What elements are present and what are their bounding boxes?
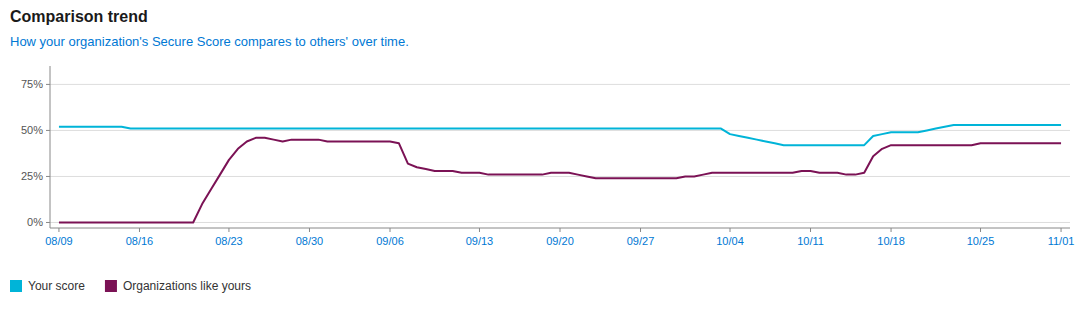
y-tick-label: 75% — [21, 78, 43, 90]
title: Comparison trend — [10, 8, 148, 25]
series-line — [59, 125, 1061, 145]
y-tick — [46, 176, 50, 177]
x-tick — [1061, 228, 1062, 232]
x-tick — [891, 228, 892, 232]
x-tick-label: 11/01 — [1048, 235, 1075, 247]
legend: Your score Organizations like yours — [10, 279, 251, 293]
x-tick-label: 08/23 — [215, 235, 243, 247]
y-tick — [46, 130, 50, 131]
x-tick-label: 08/09 — [45, 235, 73, 247]
series-group — [59, 125, 1061, 223]
x-tick-label: 09/27 — [627, 235, 655, 247]
x-tick-label: 10/25 — [967, 235, 995, 247]
y-tick-label: 50% — [21, 124, 43, 136]
x-tick — [58, 228, 59, 232]
legend-label: Your score — [28, 279, 85, 293]
legend-swatch — [105, 280, 117, 292]
y-axis: 0% 25% 50% 75% — [21, 66, 1070, 228]
grid-line — [50, 176, 1070, 177]
x-tick-label: 08/30 — [296, 235, 324, 247]
series-line — [59, 138, 1061, 223]
x-tick-label: 09/20 — [546, 235, 574, 247]
grid-line — [50, 84, 1070, 85]
y-tick-label: 0% — [27, 216, 43, 228]
subtitle: How your organization's Secure Score com… — [10, 34, 409, 49]
y-tick-label: 25% — [21, 170, 43, 182]
x-tick-label: 10/11 — [797, 235, 824, 247]
legend-swatch — [10, 280, 22, 292]
x-tick — [228, 228, 229, 232]
y-tick — [46, 222, 50, 223]
x-tick — [810, 228, 811, 232]
y-tick — [46, 84, 50, 85]
x-tick — [479, 228, 480, 232]
chart: Comparison trend How your organization's … — [0, 0, 1089, 311]
x-tick — [309, 228, 310, 232]
x-tick-label: 09/13 — [466, 235, 494, 247]
grid-line — [50, 130, 1070, 131]
x-tick-label: 10/18 — [877, 235, 905, 247]
grid-line — [50, 222, 1070, 223]
x-tick-label: 09/06 — [376, 235, 404, 247]
x-tick — [139, 228, 140, 232]
y-axis-line — [50, 66, 51, 228]
x-axis: 08/09 08/16 08/23 08/30 09/06 09/13 09/20 09/27… — [45, 228, 1074, 247]
legend-label: Organizations like yours — [123, 279, 251, 293]
x-tick-label: 10/04 — [716, 235, 744, 247]
x-tick — [560, 228, 561, 232]
x-tick-label: 08/16 — [126, 235, 154, 247]
x-tick — [640, 228, 641, 232]
x-tick — [730, 228, 731, 232]
x-tick — [390, 228, 391, 232]
x-tick — [980, 228, 981, 232]
